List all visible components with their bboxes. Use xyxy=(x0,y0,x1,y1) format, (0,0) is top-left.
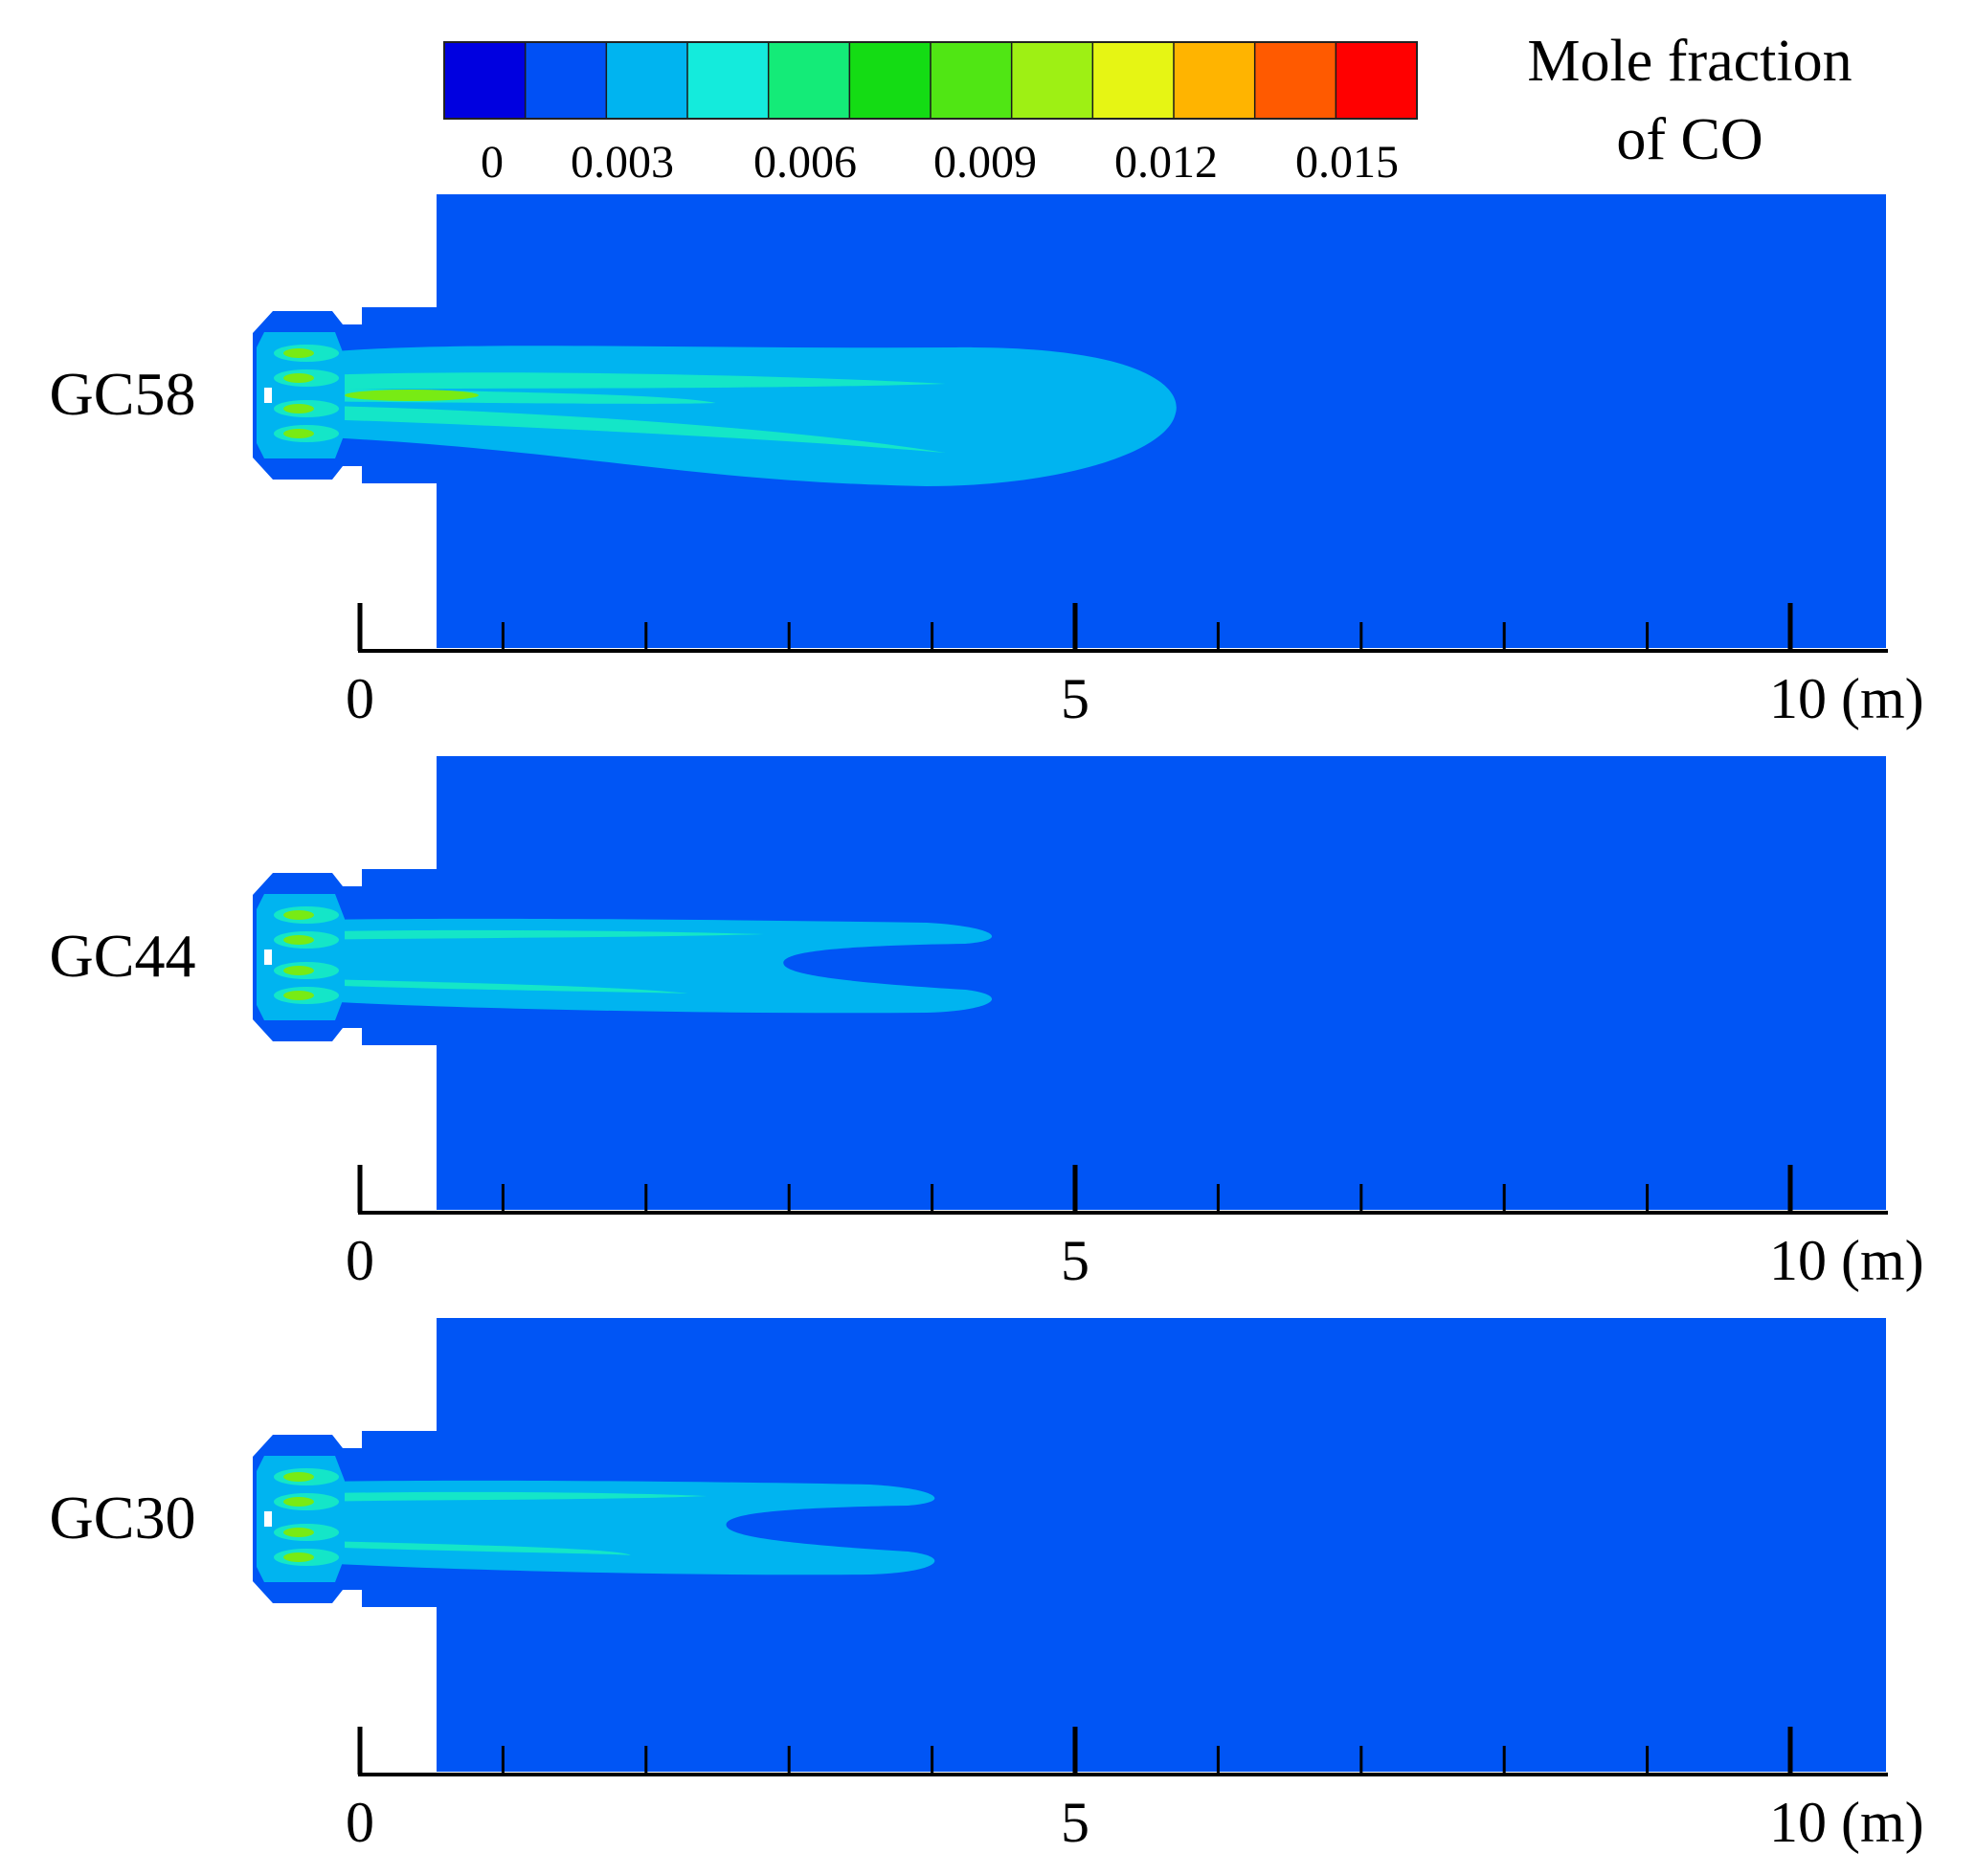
colorbar-swatch xyxy=(687,42,770,119)
colorbar-swatch xyxy=(1174,42,1256,119)
colorbar-swatch xyxy=(768,42,850,119)
nozzle-jet-core xyxy=(283,404,314,413)
co-hot-core xyxy=(345,390,479,401)
nozzle-gap xyxy=(264,949,272,965)
burner-nozzle-region xyxy=(257,1456,345,1582)
colorbar: 0 0.003 0.006 0.009 0.012 0.015 Mole fra… xyxy=(443,29,1852,188)
colorbar-swatch xyxy=(1336,42,1418,119)
burner-nozzle-region xyxy=(257,894,345,1020)
colorbar-tick-label: 0 xyxy=(481,137,504,188)
nozzle-jet-core xyxy=(283,373,314,383)
colorbar-tick-label: 0.015 xyxy=(1295,137,1399,188)
co-plume xyxy=(287,918,993,1014)
nozzle-jet-core xyxy=(283,1528,314,1537)
co-streak xyxy=(287,978,688,994)
furnace-field xyxy=(253,756,1886,1210)
colorbar-swatches xyxy=(444,42,1418,119)
legend-title-line2: of CO xyxy=(1616,107,1763,172)
nozzle-gap xyxy=(264,1511,272,1527)
panel-label: GC44 xyxy=(50,922,196,990)
x-tick-label-0: 0 xyxy=(346,667,374,730)
co-streak xyxy=(287,405,946,453)
legend-title-line1: Mole fraction xyxy=(1527,29,1852,94)
colorbar-tick-label: 0.003 xyxy=(571,137,674,188)
co-streak xyxy=(287,372,946,390)
colorbar-frame xyxy=(443,41,1418,120)
furnace-field xyxy=(253,1318,1886,1772)
co-streak xyxy=(287,929,765,940)
nozzle-jet-core xyxy=(283,1497,314,1507)
nozzle-jet-core xyxy=(283,1472,314,1482)
x-tick-label-0: 0 xyxy=(346,1791,374,1854)
x-tick-label-10: 10 (m) xyxy=(1769,667,1924,730)
colorbar-swatch xyxy=(606,42,688,119)
nozzle-jet-core xyxy=(283,991,314,1000)
x-tick-label-10: 10 (m) xyxy=(1769,1229,1924,1292)
x-tick-label-5: 5 xyxy=(1061,1791,1089,1854)
nozzle-jet-core xyxy=(283,348,314,358)
co-streak xyxy=(287,1540,631,1555)
colorbar-tick-labels: 0 0.003 0.006 0.009 0.012 0.015 xyxy=(481,137,1399,188)
x-tick-label-5: 5 xyxy=(1061,1229,1089,1292)
x-tick-label-0: 0 xyxy=(346,1229,374,1292)
co-streak xyxy=(287,1491,707,1502)
x-axis: 0 5 10 (m) xyxy=(346,603,1924,730)
x-axis: 0 5 10 (m) xyxy=(346,1727,1924,1854)
nozzle-jet-core xyxy=(283,1552,314,1562)
nozzle-jet-core xyxy=(283,429,314,438)
colorbar-tick-label: 0.006 xyxy=(753,137,857,188)
co-plume xyxy=(287,1480,935,1575)
panel-label: GC58 xyxy=(50,360,196,428)
colorbar-swatch xyxy=(1011,42,1093,119)
nozzle-gap xyxy=(264,388,272,403)
colorbar-tick-label: 0.012 xyxy=(1114,137,1218,188)
panel-gc58: 0 5 10 (m) GC58 xyxy=(50,194,1924,730)
panel-gc30: 0 5 10 (m) GC30 xyxy=(50,1318,1924,1854)
colorbar-swatch xyxy=(1254,42,1336,119)
colorbar-swatch xyxy=(849,42,932,119)
x-tick-label-5: 5 xyxy=(1061,667,1089,730)
nozzle-jet-core xyxy=(283,910,314,920)
colorbar-swatch xyxy=(931,42,1013,119)
nozzle-jet-core xyxy=(283,935,314,945)
colorbar-swatch xyxy=(1092,42,1175,119)
burner-nozzle-region xyxy=(257,332,345,458)
colorbar-swatch xyxy=(444,42,527,119)
panel-gc44: 0 5 10 (m) GC44 xyxy=(50,756,1924,1292)
colorbar-tick-label: 0.009 xyxy=(933,137,1037,188)
x-tick-label-10: 10 (m) xyxy=(1769,1791,1924,1854)
nozzle-jet-core xyxy=(283,966,314,975)
colorbar-swatch xyxy=(525,42,607,119)
x-axis: 0 5 10 (m) xyxy=(346,1165,1924,1292)
panel-label: GC30 xyxy=(50,1484,196,1552)
